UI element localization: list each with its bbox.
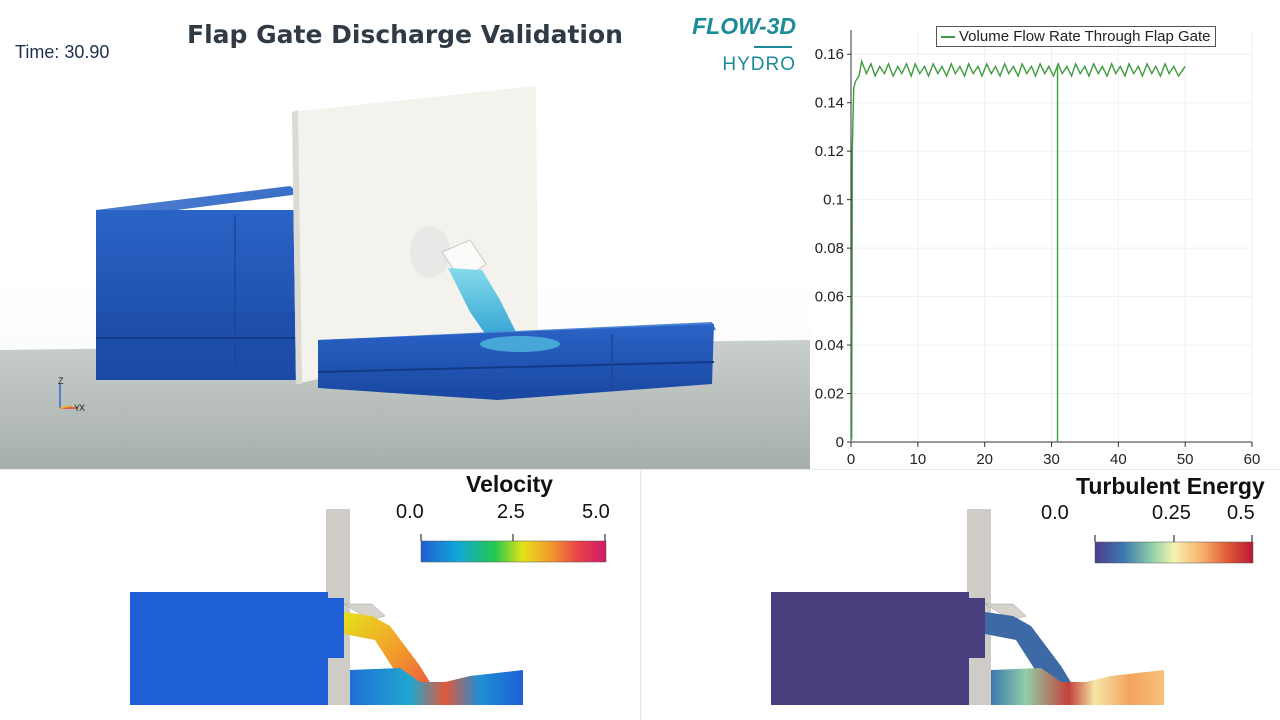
tke-downstream bbox=[991, 668, 1164, 705]
legend-label: Volume Flow Rate Through Flap Gate bbox=[959, 28, 1211, 45]
tke-upstream bbox=[771, 592, 969, 705]
velocity-upstream bbox=[130, 592, 328, 705]
scene-illustration bbox=[0, 86, 810, 470]
y-tick-label: 0.16 bbox=[815, 46, 844, 63]
y-tick-label: 0 bbox=[836, 434, 844, 451]
horizontal-divider bbox=[0, 469, 1280, 470]
chart-grid bbox=[850, 30, 1253, 443]
y-tick-label: 0.14 bbox=[815, 95, 844, 112]
x-tick-label: 60 bbox=[1244, 451, 1261, 468]
legend-swatch bbox=[941, 35, 955, 38]
velocity-tick-min: 0.0 bbox=[396, 501, 424, 523]
chart-svg: 0 0.02 0.04 0.06 0.08 0.1 0.12 0.14 0.16 0 10 20 30 4… bbox=[815, 30, 1261, 468]
axes-triad-icon: Z Y X bbox=[52, 376, 92, 420]
x-tick-label: 30 bbox=[1043, 451, 1060, 468]
logo-line2: HYDRO bbox=[684, 38, 796, 74]
velocity-panel[interactable]: Velocity 0.0 2.5 5.0 bbox=[0, 470, 640, 720]
tke-jet bbox=[985, 612, 1083, 702]
chart-legend: Volume Flow Rate Through Flap Gate bbox=[936, 26, 1216, 47]
velocity-tick-max: 5.0 bbox=[582, 501, 610, 523]
chart-ticks: 0 0.02 0.04 0.06 0.08 0.1 0.12 0.14 0.16 0 10 20 30 4… bbox=[815, 46, 1261, 468]
flow3d-hydro-logo: FLOW-3D HYDRO bbox=[684, 14, 796, 74]
flap-gate-pipe bbox=[410, 226, 450, 278]
y-tick-label: 0.02 bbox=[815, 386, 844, 403]
chart-series bbox=[850, 58, 1186, 443]
velocity-title: Velocity bbox=[466, 471, 553, 497]
vertical-divider bbox=[640, 470, 641, 720]
velocity-colorbar bbox=[420, 540, 607, 563]
tke-title: Turbulent Energy bbox=[1076, 473, 1265, 499]
svg-text:Y: Y bbox=[74, 403, 80, 413]
tke-section bbox=[771, 509, 1254, 705]
flow-rate-chart: 0 0.02 0.04 0.06 0.08 0.1 0.12 0.14 0.16 0 10 20 30 4… bbox=[810, 0, 1280, 470]
water-jet bbox=[448, 268, 516, 338]
x-tick-label: 0 bbox=[847, 451, 855, 468]
x-tick-label: 50 bbox=[1177, 451, 1194, 468]
series-line-flow-rate bbox=[850, 58, 1186, 443]
x-tick-label: 40 bbox=[1110, 451, 1127, 468]
svg-text:X: X bbox=[79, 403, 85, 413]
scene-viewport[interactable] bbox=[0, 0, 810, 470]
time-readout: Time: 30.90 bbox=[15, 42, 110, 62]
logo-line1: FLOW-3D bbox=[692, 13, 796, 39]
tke-tick-min: 0.0 bbox=[1041, 502, 1069, 524]
y-tick-label: 0.1 bbox=[823, 192, 844, 209]
turbulent-energy-panel[interactable]: Turbulent Energy 0.0 0.25 0.5 bbox=[641, 470, 1280, 720]
velocity-jet bbox=[344, 612, 442, 702]
svg-text:Z: Z bbox=[58, 376, 64, 386]
x-tick-label: 10 bbox=[909, 451, 926, 468]
velocity-downstream bbox=[350, 668, 523, 705]
velocity-tick-mid: 2.5 bbox=[497, 501, 525, 523]
y-tick-label: 0.08 bbox=[815, 240, 844, 257]
y-tick-label: 0.06 bbox=[815, 289, 844, 306]
tke-colorbar bbox=[1094, 541, 1254, 564]
downstream-tank bbox=[318, 324, 714, 400]
x-tick-label: 20 bbox=[976, 451, 993, 468]
y-tick-label: 0.12 bbox=[815, 143, 844, 160]
y-tick-label: 0.04 bbox=[815, 337, 844, 354]
velocity-section bbox=[130, 509, 607, 705]
page-title: Flap Gate Discharge Validation bbox=[132, 0, 678, 68]
tke-tick-mid: 0.25 bbox=[1152, 502, 1191, 524]
tke-tick-max: 0.5 bbox=[1227, 502, 1255, 524]
